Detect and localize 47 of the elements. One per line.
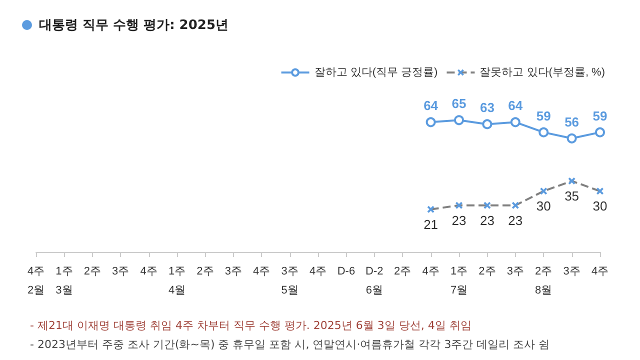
x-tick-label: 3주 [224,266,242,278]
data-label: 63 [480,100,494,116]
point [510,117,520,128]
point [482,119,492,130]
data-label: 21 [424,216,438,232]
x-tick-label: D-2 6월 [366,266,384,296]
data-label: 59 [536,108,551,124]
x-tick-label: 1주 3월 [56,266,73,296]
text: - 2023년부터 주중 조사 기간(화~목) 중 휴무일 포함 시, 연말연시·여름휴가철 각각 3주간 데일리 조사 쉼 [30,337,550,353]
legend-label: 잘못하고 있다(부정률, %) [480,66,606,78]
data-label: 59 [592,108,608,124]
data-label: 23 [508,212,523,228]
point [426,117,436,128]
point [566,133,577,144]
data-label: 35 [564,188,580,204]
x-tick-label: 1주 4월 [168,266,186,296]
data-label: 64 [424,98,439,114]
x-tick-label: 4주 [422,266,440,278]
x-tick-label: 1주 7월 [450,266,468,296]
chart-title: 대통령 직무 수행 평가: 2025년 [39,17,228,34]
x-tick-label: 2주 8월 [535,266,552,296]
data-label: 30 [536,198,551,214]
x-tick-label: 4주 [253,266,270,278]
x-tick-label: D-6 [337,266,356,278]
data-label: 65 [452,96,466,112]
point [454,115,464,126]
x-tick-label: 4주 [591,266,609,278]
data-label: 64 [508,98,524,114]
data-label: 23 [480,212,494,228]
text: - 제21대 이재명 대통령 취임 4주 차부터 직무 수행 평가. 2025년 6월 3일 당선, 4일 취임 [30,318,472,334]
legend-label: 잘하고 있다(직무 긍정률) [314,66,438,78]
x-tick-label: 2주 [394,266,412,278]
x-tick-label: 3주 [506,266,524,278]
data-label: 30 [592,198,608,214]
x-tick-label: 2주 [84,266,101,278]
x-tick-label: 3주 [112,266,130,278]
x-tick-label: 4주 [140,266,158,278]
point [595,127,605,138]
data-label: 56 [564,114,580,130]
x-tick-label: 4주 2월 [27,266,45,296]
data-label: 23 [452,212,466,228]
x-tick-label: 3주 5월 [281,266,298,296]
x-tick-label: 4주 [309,266,327,278]
x-tick-label: 2주 [196,266,214,278]
x-tick-label: 2주 [478,266,496,278]
x-tick-label: 3주 [563,266,580,278]
point [538,127,549,138]
